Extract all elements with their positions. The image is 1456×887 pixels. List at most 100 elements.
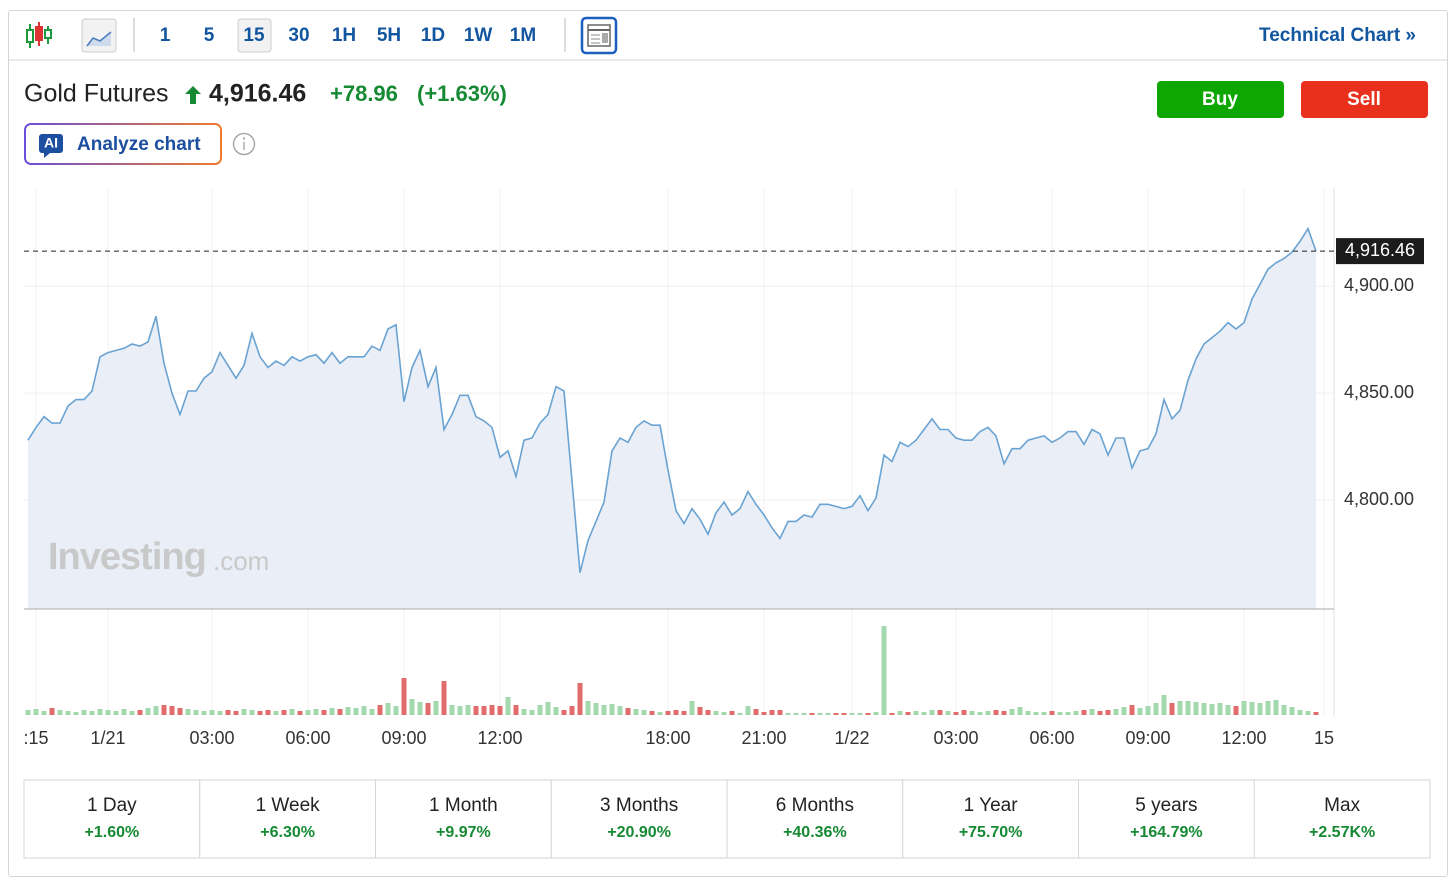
change: +78.96 [330, 81, 398, 106]
technical-chart-link[interactable]: Technical Chart » [1259, 25, 1416, 46]
volume-bar [1137, 708, 1143, 715]
period-label[interactable]: 5 years [1135, 795, 1197, 816]
volume-bar [521, 709, 527, 715]
analyze-button[interactable] [24, 123, 222, 165]
volume-bar [537, 705, 543, 715]
period-cell[interactable] [1078, 779, 1255, 859]
volume-bar [873, 712, 879, 715]
interval[interactable]: 5 [204, 25, 215, 46]
volume-bar [553, 707, 559, 715]
volume-bar [1121, 707, 1127, 715]
interval-selected [237, 18, 272, 53]
instrument-name: Gold Futures [24, 80, 169, 108]
interval[interactable]: 1M [510, 25, 536, 46]
period-label[interactable]: 1 Day [87, 795, 137, 816]
interval[interactable]: 1D [421, 25, 445, 46]
ai-badge-tail [44, 153, 50, 158]
volume-bar [705, 710, 711, 715]
volume-bar [225, 710, 231, 715]
plot: :15 1/21 03:00 06:00 09:00 12:00 18:00 21:00 1/2… [23, 188, 1424, 748]
volume-bar [113, 711, 119, 715]
layout-icon[interactable] [580, 16, 618, 55]
volume-bar [1081, 710, 1087, 715]
period-cell[interactable] [726, 779, 904, 859]
volume-bar [233, 711, 239, 715]
volume-bar [657, 712, 663, 715]
interval[interactable]: 15 [243, 25, 265, 46]
period-cell[interactable] [199, 779, 376, 859]
volume-bar [793, 713, 799, 715]
interval[interactable]: 1 [160, 25, 171, 46]
volume-bar [585, 701, 591, 715]
volume-bar [361, 706, 367, 715]
info-icon[interactable] [232, 132, 256, 156]
period-label[interactable]: 3 Months [600, 795, 678, 816]
interval[interactable]: 1H [332, 25, 356, 46]
volume-bar [801, 713, 807, 715]
interval[interactable]: 30 [288, 25, 309, 46]
volume-bar [1297, 710, 1303, 715]
volume-bar [993, 710, 999, 715]
period-cell[interactable] [1253, 779, 1431, 859]
buy-button[interactable] [1157, 81, 1284, 118]
buy-label[interactable]: Buy [1202, 89, 1238, 110]
volume-bar [1097, 711, 1103, 715]
volume-bar [769, 710, 775, 715]
candle-icon[interactable] [26, 22, 52, 48]
area-icon[interactable] [81, 18, 117, 53]
period-label[interactable]: 6 Months [776, 795, 854, 816]
volume-bar [921, 712, 927, 715]
period-change: +40.36% [783, 824, 847, 841]
volume-bar [1129, 705, 1135, 715]
x-tick-label: 18:00 [645, 728, 690, 748]
sell-label[interactable]: Sell [1347, 89, 1381, 110]
interval[interactable]: 5H [377, 25, 401, 46]
volume-bar [1065, 712, 1071, 715]
period-cell[interactable] [902, 779, 1079, 859]
volume-bar [81, 710, 87, 715]
y-tick-label: 4,850.00 [1344, 382, 1414, 402]
volume-bar [377, 705, 383, 715]
volume-bar [1145, 706, 1151, 715]
analyze-label[interactable]: Analyze chart [77, 134, 201, 155]
volume-bar [433, 701, 439, 715]
period-cell[interactable] [375, 779, 552, 859]
interval[interactable]: 1W [464, 25, 493, 46]
volume-bar [249, 710, 255, 715]
volume-bar [777, 710, 783, 715]
volume-bar [161, 705, 167, 715]
volume-bar [601, 705, 607, 715]
volume-bar [217, 711, 223, 715]
volume-bar [745, 706, 751, 715]
volume-bar [89, 711, 95, 715]
period-label[interactable]: 1 Month [429, 795, 498, 816]
widget-frame [8, 10, 1448, 877]
volume-bar [441, 681, 447, 715]
volume-bar [817, 713, 823, 715]
volume-bar [617, 706, 623, 715]
volume-bar [1281, 705, 1287, 715]
price-line [27, 226, 1317, 573]
volume-bar [345, 707, 351, 715]
volume-bar [841, 713, 847, 715]
period-cell[interactable] [550, 779, 728, 859]
volume-bar [529, 710, 535, 715]
volume-bar [1025, 711, 1031, 715]
period-label[interactable]: 1 Year [964, 795, 1019, 816]
volume-bar [1241, 701, 1247, 715]
volume-bar [25, 710, 31, 715]
volume-bar [121, 709, 127, 715]
volume-bar [241, 709, 247, 715]
period-label[interactable]: 1 Week [256, 795, 321, 816]
period-cell[interactable] [23, 779, 201, 859]
y-tick-label: 4,900.00 [1344, 275, 1414, 295]
volume-bar [473, 706, 479, 715]
volume-bar [321, 710, 327, 715]
volume-bar [1049, 711, 1055, 715]
period-label[interactable]: Max [1324, 795, 1360, 816]
volume-bar [1305, 711, 1311, 715]
volume-bar [1113, 709, 1119, 715]
sell-button[interactable] [1301, 81, 1428, 118]
